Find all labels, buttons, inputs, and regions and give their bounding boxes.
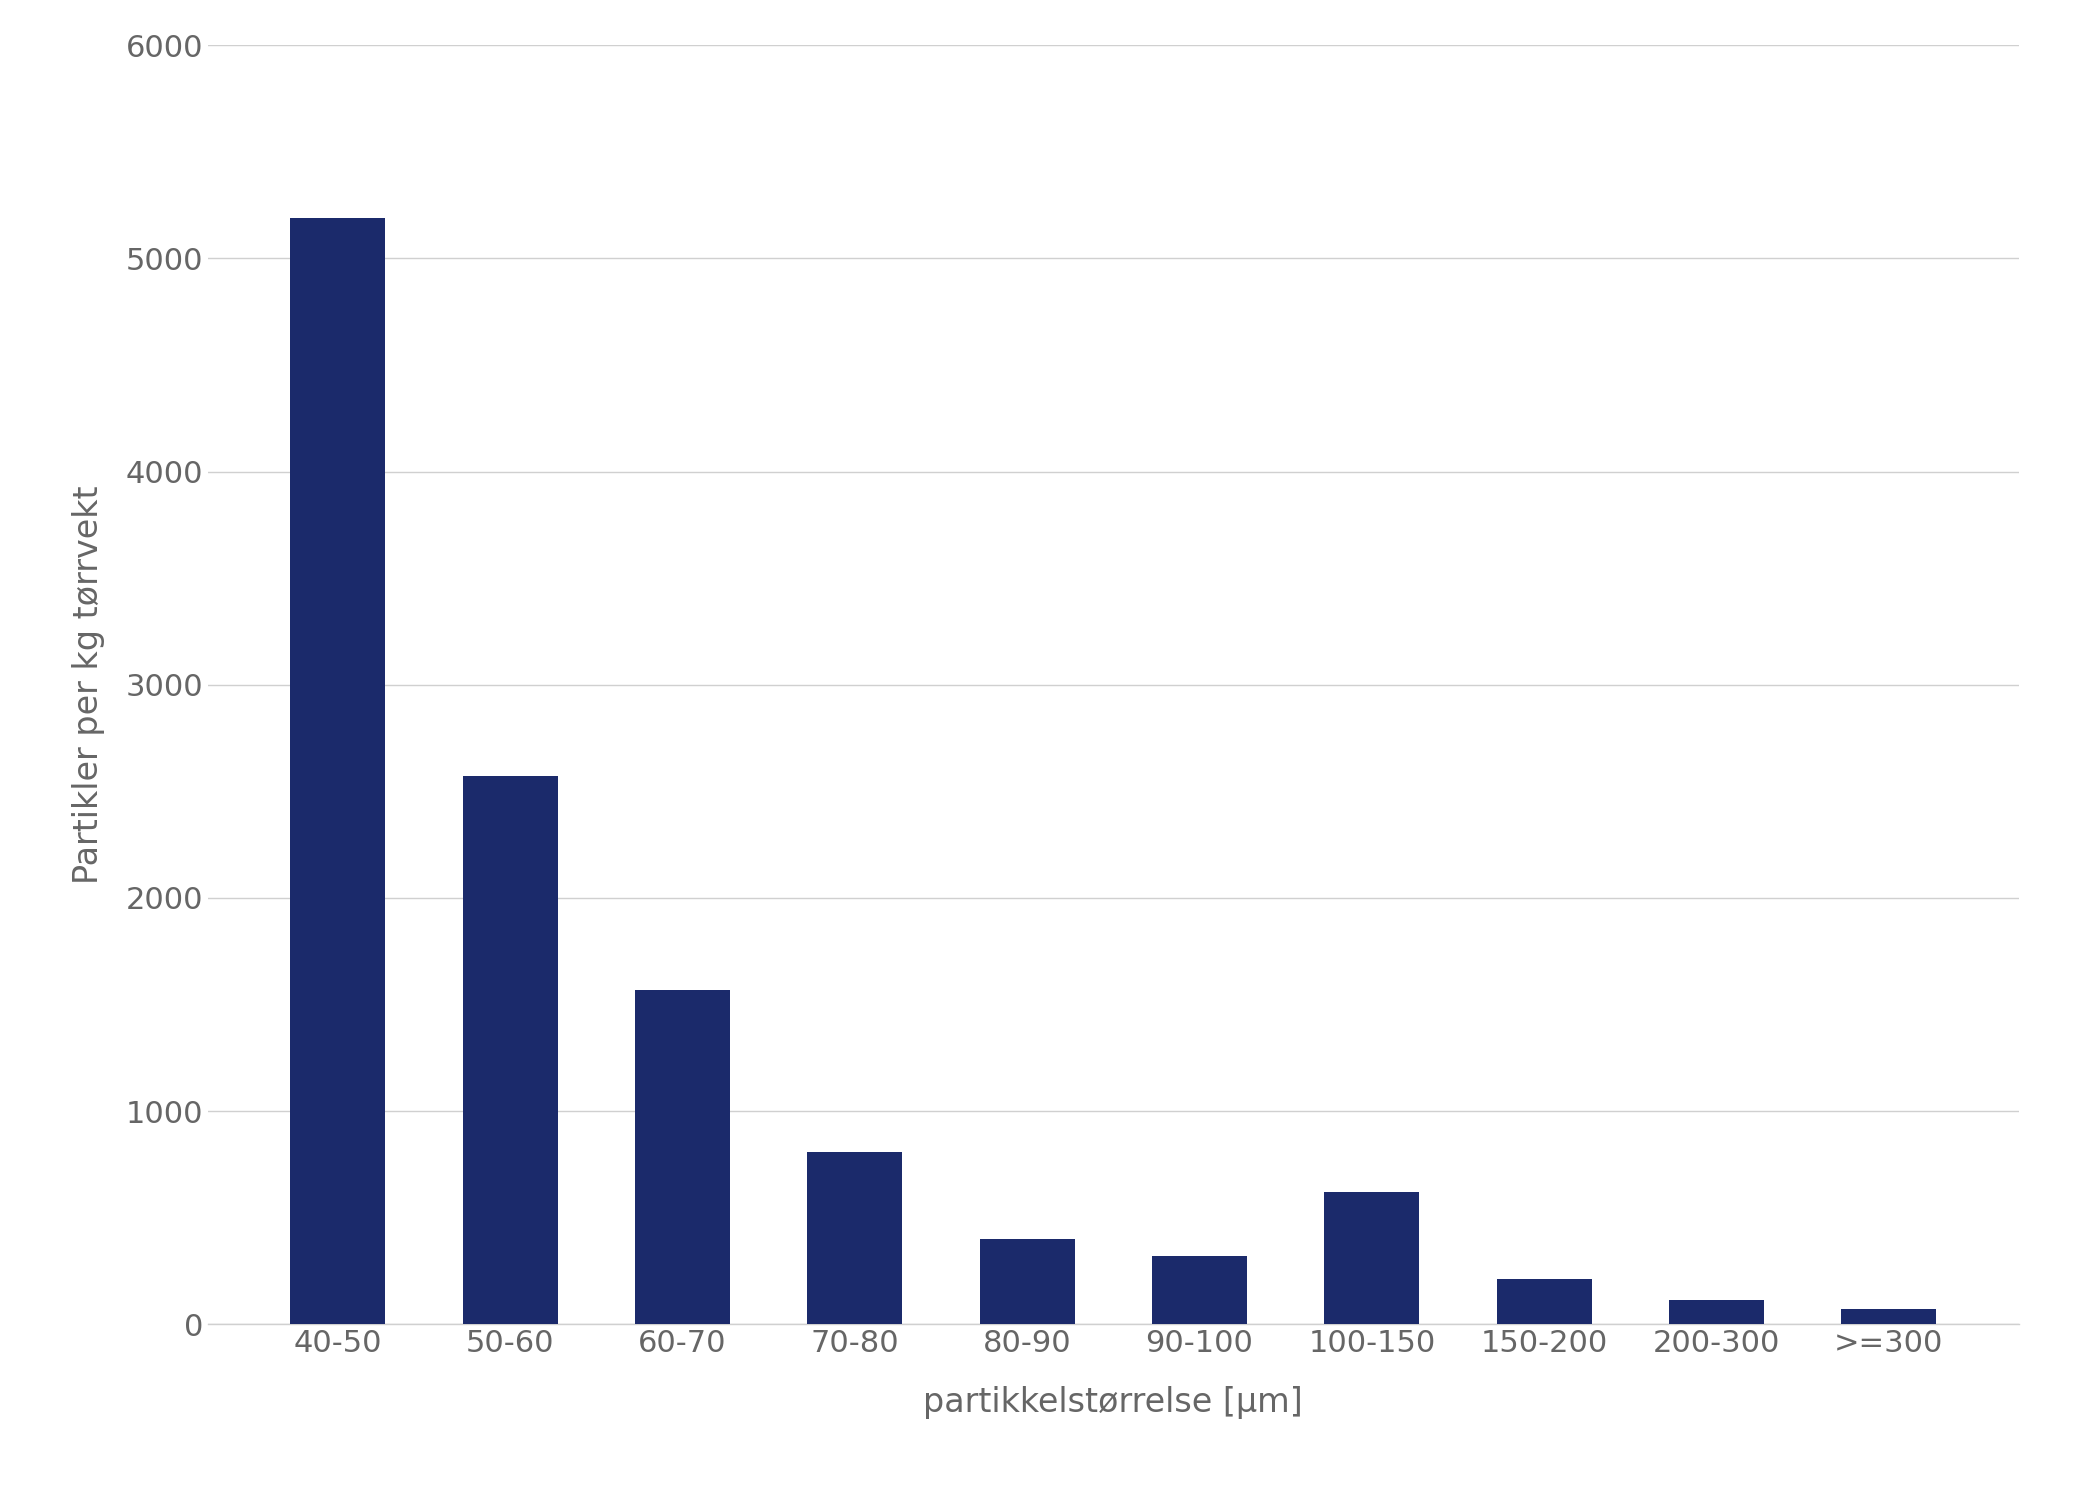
Bar [1669,1300,1765,1324]
Bar [1324,1192,1419,1324]
Bar [807,1151,903,1324]
Bar [980,1239,1074,1324]
X-axis label: partikkelstørrelse [µm]: partikkelstørrelse [µm] [924,1386,1303,1419]
Y-axis label: Partikler per kg tørrvekt: Partikler per kg tørrvekt [71,486,104,883]
Bar [291,218,385,1324]
Bar [1153,1257,1247,1324]
Bar [1842,1309,1935,1324]
Bar [1496,1279,1592,1324]
Bar [635,990,730,1324]
Bar [462,777,558,1324]
